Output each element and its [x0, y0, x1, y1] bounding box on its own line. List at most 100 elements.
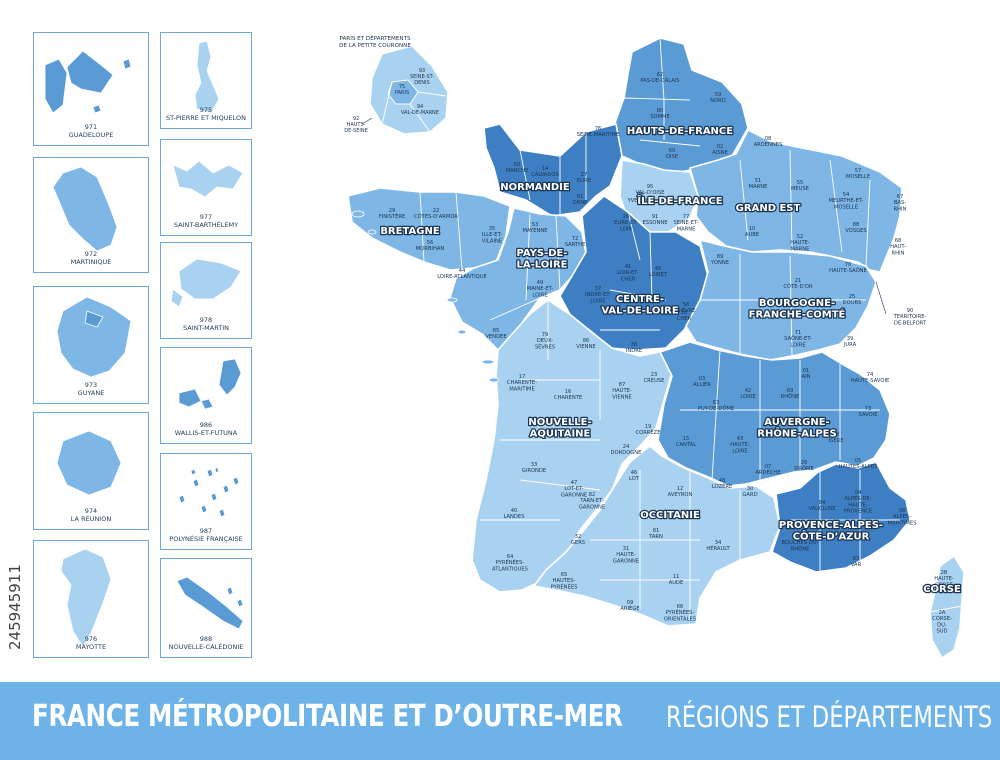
department-label-line: PYRÉNÉES: [551, 582, 578, 590]
inset-name: MAYOTTE: [75, 643, 107, 651]
department-label-line: MEURTHE-ET-: [829, 198, 864, 204]
department-label-line: CORRÈZE: [635, 428, 660, 436]
department-label-line: 40: [511, 508, 518, 514]
department-label-line: 10: [749, 226, 756, 232]
inset-shape-wallis-et-futuna: [178, 358, 242, 410]
department-label-line: RHIN: [892, 250, 905, 256]
department-label-line: 70: [845, 262, 852, 268]
department-label-line: LOIRE: [590, 298, 605, 304]
department-label-line: HAUTE-: [730, 442, 750, 448]
department-label-line: VIENNE: [576, 344, 595, 350]
department-border: [865, 179, 871, 267]
department-label-line: SEINE-ET-: [674, 220, 699, 226]
department-label-line: 44: [459, 268, 466, 274]
department-label-line: RHÔNE: [781, 393, 800, 400]
department-label-line: LOT: [629, 476, 640, 482]
department-label-line: 01: [803, 368, 810, 374]
department-label-line: NIÈVRE: [676, 306, 695, 314]
department-label-line: MEUSE: [791, 186, 809, 192]
department-border: [739, 159, 749, 241]
department-label-line: GARD: [742, 492, 757, 498]
department-label-line: 82: [589, 492, 596, 498]
department-label-line: 12: [677, 486, 684, 492]
department-label-line: 65: [561, 572, 568, 578]
department-label-line: TERRITOIRE-: [893, 314, 927, 320]
department-label-line: MOSELLE: [834, 204, 858, 210]
region-shape-centre-val-de-loire: [559, 195, 709, 351]
department-label-line: LANDES: [503, 514, 524, 520]
inset-saint-barthelemy: 977 SAINT-BARTHÉLEMY: [160, 139, 252, 236]
inset-code: 988: [199, 635, 213, 643]
coastal-island: [351, 210, 365, 218]
inset-name: ST-PIERRE ET MIQUELON: [165, 114, 246, 122]
department-label-line: GARONNE: [561, 492, 587, 498]
region-label-provence-alpes-cote-d-azur: PROVENCE-ALPES-CÔTE-D’AZUR: [778, 519, 885, 544]
department-label-line: TARN: [648, 534, 663, 540]
department-label-line: 16: [565, 389, 572, 395]
inset-code: 986: [199, 421, 213, 429]
department-label-line: CORSE: [935, 582, 953, 588]
department-border: [419, 191, 425, 263]
department-label-line: 88: [853, 222, 860, 228]
inset-label: 988 NOUVELLE-CALÉDONIE: [161, 635, 251, 651]
department-label-line: 76: [595, 126, 602, 132]
inset-mayotte: 976 MAYOTTE: [33, 540, 149, 658]
department-border: [627, 211, 641, 261]
department-label-line: 31: [623, 546, 630, 552]
region-label-line: HAUTS-DE-FRANCE: [627, 126, 733, 137]
paris-inset-label: 93: [419, 68, 425, 74]
department-label-line: 48: [719, 478, 726, 484]
footer-banner: FRANCE MÉTROPOLITAINE ET D’OUTRE-MER RÉG…: [0, 682, 1000, 760]
island-shape: [60, 548, 112, 648]
inset-name: WALLIS-ET-FUTUNA: [174, 429, 238, 437]
paris-inset-label: 75: [399, 84, 405, 90]
department-label-line: CÔTES-D'ARMOR: [414, 213, 458, 220]
region-label-line: RHÔNE-ALPES: [757, 427, 836, 440]
department-label-line: 79: [542, 332, 549, 338]
paris-inset-title: PARIS ET DÉPARTEMENTS: [339, 34, 411, 42]
inset-label: 975 ST-PIERRE ET MIQUELON: [161, 106, 251, 122]
department-label-line: 09: [627, 600, 634, 606]
department-label-line: 80: [657, 108, 664, 114]
department-label-line: 86: [583, 338, 590, 344]
department-border: [929, 605, 963, 613]
inset-shape-saint-barthelemy: [172, 160, 244, 198]
department-label-line: 39: [847, 336, 854, 342]
department-label-line: 19: [645, 424, 652, 430]
department-label-line: LOIRE: [740, 394, 755, 400]
department-label-line: 47: [571, 480, 578, 486]
department-label-line: 37: [595, 286, 602, 292]
coastal-island: [457, 329, 467, 335]
island-shape: [190, 468, 197, 476]
department-label-line: LOIRE: [532, 292, 547, 298]
department-label-line: ALPES-: [893, 514, 911, 520]
department-label-line: 41: [625, 264, 632, 270]
region-label-line: AUVERGNE-: [764, 417, 829, 428]
inset-name: LA RÉUNION: [70, 515, 112, 523]
department-label-line: DU-: [937, 622, 947, 628]
department-label-line: 63: [713, 400, 720, 406]
department-label-line: PUY-DE-DÔME: [698, 405, 734, 412]
inset-label: 986 WALLIS-ET-FUTUNA: [161, 421, 251, 437]
department-label-line: 90: [907, 308, 914, 314]
